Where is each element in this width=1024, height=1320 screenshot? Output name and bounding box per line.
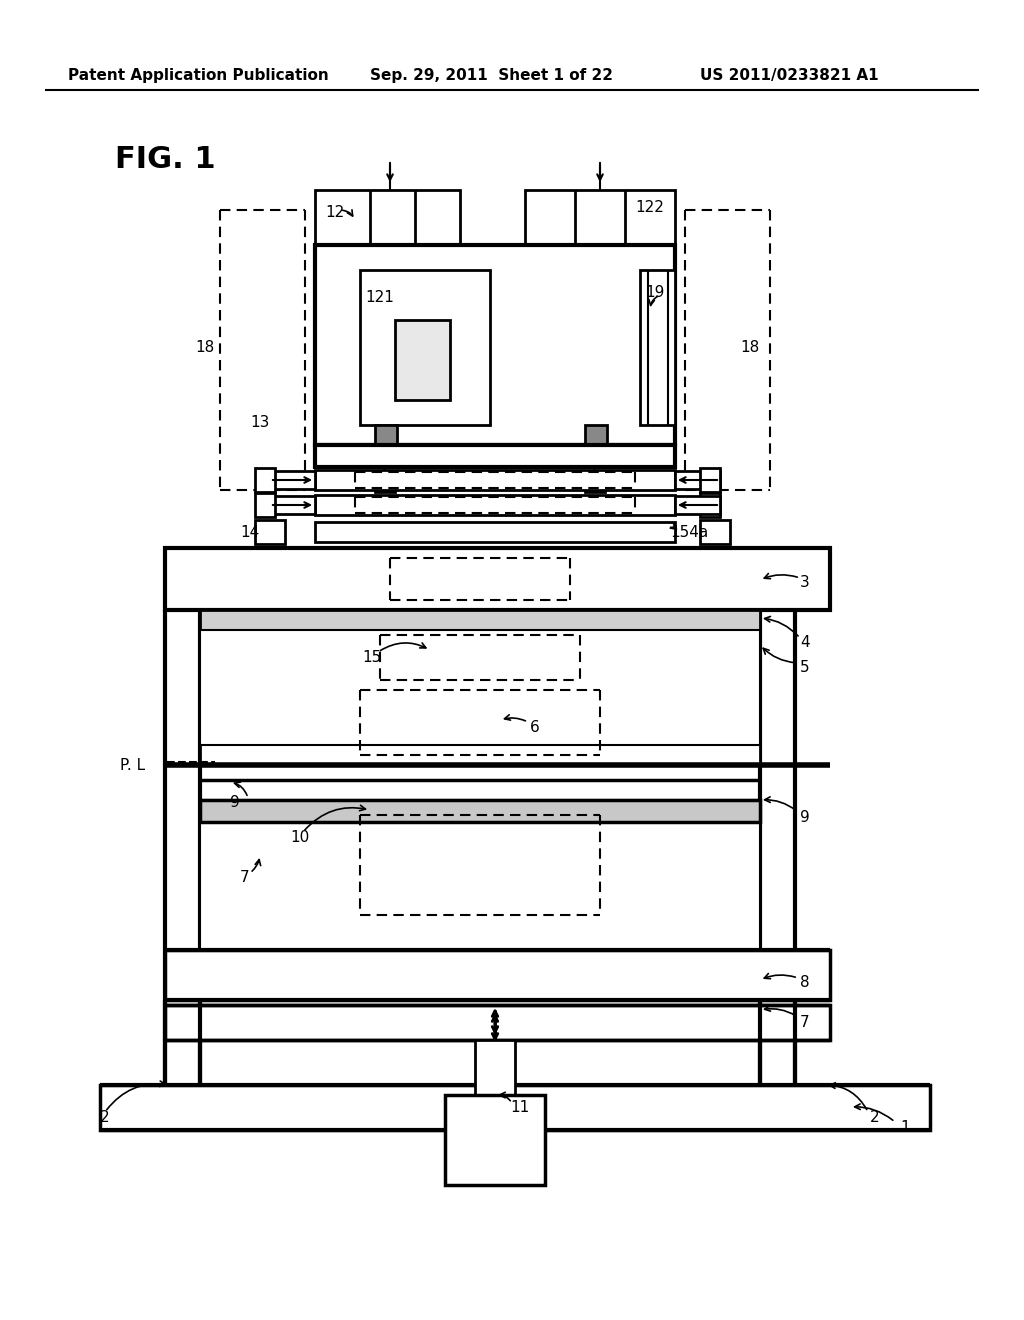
Bar (585, 480, 605, 492)
Bar (200, 610, 760, 630)
Text: 154a: 154a (670, 525, 709, 540)
Text: 4: 4 (800, 635, 810, 649)
Bar (475, 1040, 515, 1096)
Bar (700, 520, 730, 544)
Text: 19: 19 (645, 285, 665, 300)
Text: 121: 121 (365, 290, 394, 305)
Bar (395, 319, 450, 400)
Bar (200, 630, 760, 744)
Bar (200, 610, 760, 766)
Bar (200, 800, 760, 950)
Text: US 2011/0233821 A1: US 2011/0233821 A1 (700, 69, 879, 83)
Text: 10: 10 (290, 830, 309, 845)
Text: 122: 122 (635, 201, 664, 215)
Bar (270, 496, 315, 513)
Text: 7: 7 (240, 870, 250, 884)
Bar (360, 271, 490, 425)
Bar (700, 492, 720, 517)
Text: 18: 18 (740, 341, 759, 355)
Bar (375, 480, 395, 492)
Bar (255, 492, 275, 517)
Text: 2: 2 (870, 1110, 880, 1125)
Bar (165, 950, 830, 1001)
Bar (375, 425, 397, 445)
Bar (675, 496, 720, 513)
Bar (165, 1005, 830, 1040)
Bar (640, 271, 675, 425)
Text: 8: 8 (800, 975, 810, 990)
Text: 6: 6 (530, 719, 540, 735)
Text: Sep. 29, 2011  Sheet 1 of 22: Sep. 29, 2011 Sheet 1 of 22 (370, 69, 613, 83)
Text: 9: 9 (230, 795, 240, 810)
Text: 3: 3 (800, 576, 810, 590)
Bar (315, 470, 675, 490)
Bar (165, 548, 830, 610)
Bar (675, 471, 720, 488)
Text: 1: 1 (900, 1119, 909, 1135)
Text: P. L: P. L (120, 758, 145, 774)
Text: 11: 11 (510, 1100, 529, 1115)
Bar (525, 190, 675, 360)
Bar (315, 246, 675, 445)
Bar (585, 425, 607, 445)
Bar (100, 1085, 930, 1130)
Text: Patent Application Publication: Patent Application Publication (68, 69, 329, 83)
Bar (315, 495, 675, 515)
Text: 12: 12 (325, 205, 344, 220)
Bar (315, 445, 675, 467)
Bar (315, 521, 675, 543)
Text: 7: 7 (800, 1015, 810, 1030)
Text: 5: 5 (800, 660, 810, 675)
Bar (255, 520, 285, 544)
Text: 18: 18 (195, 341, 214, 355)
Bar (200, 800, 760, 822)
Bar (315, 190, 460, 360)
Text: 9: 9 (800, 810, 810, 825)
Text: 14: 14 (240, 525, 259, 540)
Text: 2: 2 (100, 1110, 110, 1125)
Text: FIG. 1: FIG. 1 (115, 145, 216, 174)
Bar (255, 469, 275, 492)
Bar (270, 471, 315, 488)
Text: 13: 13 (250, 414, 269, 430)
Bar (700, 469, 720, 492)
Bar (445, 1096, 545, 1185)
Text: 15: 15 (362, 649, 381, 665)
